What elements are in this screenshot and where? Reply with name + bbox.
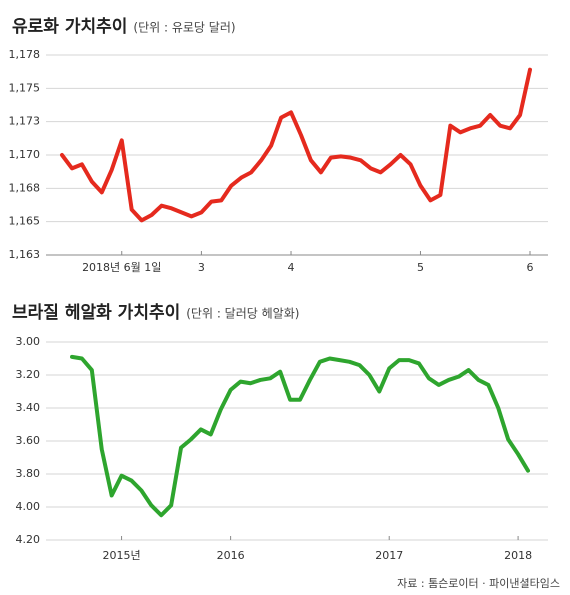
data-line	[60, 67, 532, 223]
y-tick-label: 3.20	[16, 368, 41, 381]
y-tick-label: 1,178	[9, 48, 41, 61]
y-tick-label: 4.00	[16, 500, 41, 513]
x-tick-label: 5	[417, 261, 424, 274]
y-tick-label: 3.00	[16, 335, 41, 348]
x-tick-label: 2017	[375, 549, 403, 562]
chart-title: 브라질 헤알화 가치추이	[12, 302, 180, 323]
y-tick-label: 1,163	[9, 248, 41, 261]
y-tick-label: 4.20	[16, 533, 41, 546]
x-tick-label: 2018	[504, 549, 532, 562]
y-tick-label: 1,170	[9, 148, 41, 161]
y-tick-label: 3.40	[16, 401, 41, 414]
y-tick-label: 1,173	[9, 115, 41, 128]
chart-subtitle: (단위 : 유로당 달러)	[133, 21, 235, 35]
y-tick-label: 1,168	[9, 181, 41, 194]
x-tick-label: 6	[527, 261, 534, 274]
x-tick-label: 4	[288, 261, 295, 274]
chart-title: 유로화 가치추이	[12, 17, 127, 37]
x-tick-label: 2018년 6월 1일	[82, 260, 161, 274]
source: 자료 : 톰슨로이터 · 파이낸셜타임스	[397, 577, 560, 590]
y-tick-label: 1,165	[9, 215, 41, 228]
y-tick-label: 3.80	[16, 467, 41, 480]
x-tick-label: 2015년	[103, 549, 141, 562]
y-tick-label: 3.60	[16, 434, 41, 447]
data-line	[70, 354, 530, 518]
y-tick-label: 1,175	[9, 81, 41, 94]
chart-subtitle: (단위 : 달러당 헤알화)	[186, 307, 299, 321]
x-tick-label: 3	[198, 261, 205, 274]
x-tick-label: 2016	[217, 549, 245, 562]
